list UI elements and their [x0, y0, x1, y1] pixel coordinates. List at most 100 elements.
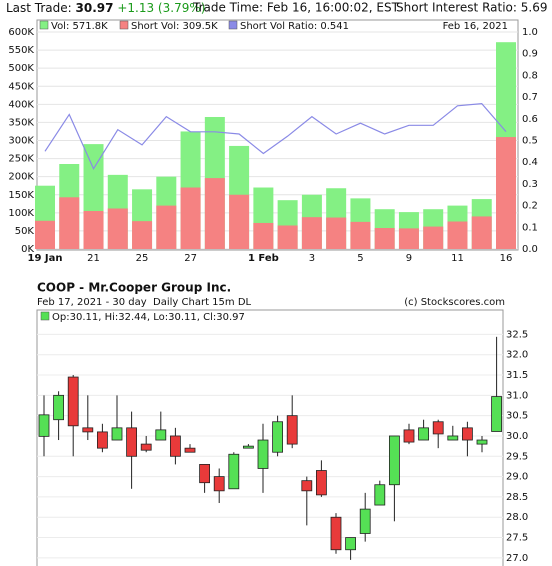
- x-tick-label: 27: [184, 253, 197, 264]
- credit: (c) Stockscores.com: [404, 297, 505, 308]
- legend-label: Op:30.11, Hi:32.44, Lo:30.11, Cl:30.97: [52, 312, 245, 323]
- candle-body: [286, 415, 298, 445]
- candle-body: [330, 516, 342, 551]
- volume-bar: [107, 208, 128, 249]
- y-tick-label: 600K: [8, 27, 34, 38]
- candle-body: [111, 427, 123, 441]
- y2-tick-label: 0.8: [522, 70, 538, 81]
- candle-body: [126, 427, 137, 457]
- candle-body: [82, 427, 94, 433]
- volume-bar: [496, 137, 516, 249]
- volume-bar: [83, 211, 104, 249]
- y-tick-label: 29.0: [506, 472, 528, 483]
- legend-swatch: [39, 20, 49, 30]
- y2-tick-label: 0.7: [522, 92, 538, 103]
- y-tick-label: 31.5: [506, 370, 528, 381]
- candle-body: [359, 508, 371, 534]
- candle-body: [213, 476, 225, 492]
- candle-body: [140, 443, 152, 451]
- volume-bar: [180, 187, 201, 249]
- volume-bar: [132, 221, 153, 249]
- x-tick-label: 9: [406, 253, 412, 264]
- y-tick-label: 32.5: [506, 329, 528, 340]
- candle-body: [301, 480, 313, 492]
- y2-tick-label: 1.0: [522, 27, 538, 38]
- y2-tick-label: 0.2: [522, 201, 538, 212]
- x-tick-label: 11: [451, 253, 464, 264]
- legend-label: Short Vol Ratio: 0.541: [240, 21, 349, 32]
- candle-body: [374, 484, 386, 506]
- volume-bar: [229, 194, 250, 249]
- x-tick-label: 25: [136, 253, 149, 264]
- volume-bar: [447, 221, 468, 249]
- y-tick-label: 400K: [8, 99, 34, 110]
- volume-bar: [253, 222, 274, 249]
- candle-body: [257, 439, 269, 469]
- y2-tick-label: 0.5: [522, 136, 538, 147]
- y-tick-label: 200K: [8, 172, 34, 183]
- candle-body: [184, 447, 196, 453]
- y-tick-label: 50K: [15, 226, 35, 237]
- y-tick-label: 30.5: [506, 411, 528, 422]
- volume-bar: [471, 216, 492, 249]
- y-tick-label: 450K: [8, 81, 34, 92]
- candle-body: [461, 427, 473, 441]
- x-tick-label: 19 Jan: [28, 253, 63, 264]
- y-tick-label: 0K: [21, 244, 34, 255]
- volume-bar: [277, 225, 298, 249]
- volume-bar: [156, 205, 177, 249]
- change: +1.13 (3.79%): [117, 1, 205, 15]
- candle-body: [272, 421, 284, 453]
- candle-body: [491, 396, 503, 432]
- y2-tick-label: 0.0: [522, 244, 538, 255]
- x-tick-label: 1 Feb: [248, 253, 279, 264]
- ratio-line: [44, 102, 507, 170]
- y-tick-label: 28.5: [506, 492, 528, 503]
- y2-tick-label: 0.3: [522, 179, 538, 190]
- candle-body: [169, 435, 181, 457]
- y2-tick-label: 0.6: [522, 114, 538, 125]
- volume-bar: [59, 197, 80, 249]
- candle-body: [228, 453, 240, 490]
- x-tick-label: 21: [87, 253, 100, 264]
- y-tick-label: 250K: [8, 154, 34, 165]
- legend-swatch: [40, 311, 50, 321]
- y2-tick-label: 0.9: [522, 49, 538, 60]
- volume-plot-frame: [36, 19, 519, 251]
- volume-bar: [301, 217, 322, 249]
- y-tick-label: 550K: [8, 45, 34, 56]
- volume-bar: [350, 221, 371, 249]
- chart-title: COOP - Mr.Cooper Group Inc.: [37, 281, 231, 295]
- candle-body: [315, 470, 327, 496]
- legend-label: Vol: 571.8K: [51, 21, 108, 32]
- y-tick-label: 350K: [8, 117, 34, 128]
- y-tick-label: 29.5: [506, 451, 528, 462]
- y-tick-label: 32.0: [506, 350, 528, 361]
- candle-body: [67, 376, 79, 427]
- y-tick-label: 27.0: [506, 553, 528, 564]
- y2-tick-label: 0.4: [522, 157, 538, 168]
- y-tick-label: 31.0: [506, 390, 528, 401]
- y-tick-label: 300K: [8, 136, 34, 147]
- last-trade: 30.97: [76, 1, 114, 15]
- x-tick-label: 5: [357, 253, 363, 264]
- y-tick-label: 500K: [8, 63, 34, 74]
- candle-body: [447, 435, 459, 441]
- volume-bar: [374, 228, 395, 249]
- candle-body: [476, 439, 488, 445]
- trade-time: Trade Time: Feb 16, 16:00:02, EST: [192, 1, 400, 15]
- y-tick-label: 150K: [8, 190, 34, 201]
- x-tick-label: 16: [500, 253, 513, 264]
- volume-bar: [326, 217, 347, 249]
- y-tick-label: 100K: [8, 208, 34, 219]
- short-interest: Short Interest Ratio: 5.69: [396, 1, 547, 15]
- volume-bar: [423, 226, 444, 249]
- x-tick-label: 3: [309, 253, 315, 264]
- y2-tick-label: 0.1: [522, 222, 538, 233]
- price-plot-frame: [36, 309, 504, 566]
- candle-body: [53, 394, 64, 421]
- volume-bar: [35, 220, 55, 249]
- last-trade-label: Last Trade:: [6, 1, 72, 15]
